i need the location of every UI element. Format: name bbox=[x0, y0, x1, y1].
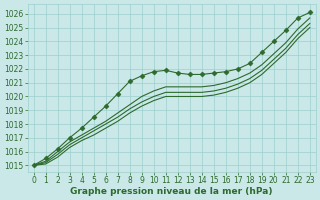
X-axis label: Graphe pression niveau de la mer (hPa): Graphe pression niveau de la mer (hPa) bbox=[70, 187, 273, 196]
